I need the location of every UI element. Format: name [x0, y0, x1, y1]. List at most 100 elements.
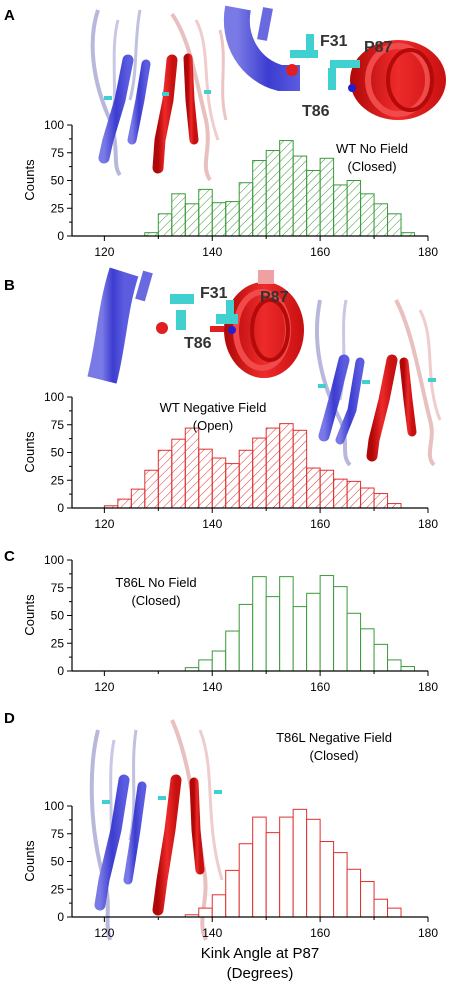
- histogram-bar: [198, 907, 213, 918]
- histogram-bar: [238, 603, 254, 672]
- x-tick-label: 140: [202, 680, 222, 694]
- histogram-bar: [400, 666, 416, 672]
- histogram-bar: [319, 157, 335, 237]
- y-tick-label: 100: [44, 553, 64, 567]
- y-tick-label: 75: [51, 581, 65, 595]
- histogram-bar: [211, 457, 227, 509]
- histogram-bar: [171, 193, 186, 237]
- histogram-panel-d: 0 25 50 75 100 120 140 160 180 Counts T86L Negativ…: [22, 730, 438, 940]
- y-axis-label: Counts: [22, 159, 37, 201]
- histogram-bar: [238, 843, 254, 918]
- histogram-bar: [360, 628, 375, 672]
- histogram-bar: [387, 503, 402, 509]
- histogram-bar: [360, 880, 375, 918]
- histogram-bar: [184, 203, 200, 237]
- chart-annotation: WT No Field: [336, 141, 408, 156]
- x-tick-label: 140: [202, 245, 222, 259]
- histogram-bar: [157, 213, 173, 237]
- histogram-bar: [333, 184, 348, 237]
- y-tick-label: 0: [57, 664, 64, 678]
- y-tick-label: 25: [51, 473, 65, 487]
- histogram-bar: [144, 469, 159, 509]
- histogram-bar: [373, 643, 389, 672]
- histogram-bar: [279, 140, 294, 237]
- histogram-bar: [373, 493, 389, 509]
- histogram-bar: [157, 449, 173, 509]
- y-tick-label: 50: [51, 174, 65, 188]
- histogram-bar: [306, 170, 321, 237]
- residue-label-a-f31: F31: [320, 33, 348, 50]
- histogram-bar: [373, 203, 389, 237]
- y-tick-label: 0: [57, 501, 64, 515]
- panel-letter-a: A: [4, 7, 15, 24]
- histogram-bar: [117, 498, 132, 509]
- histogram-panel-c: 0 25 50 75 100 120 140 160 180 Counts T86L No Fiel…: [22, 553, 438, 694]
- y-tick-label: 50: [51, 609, 65, 623]
- residue-label-b-f31: F31: [200, 285, 228, 302]
- y-tick-label: 0: [57, 229, 64, 243]
- x-tick-label: 160: [310, 680, 330, 694]
- y-axis-label: Counts: [22, 840, 37, 882]
- histogram-bar: [252, 816, 267, 918]
- histogram-bar: [387, 213, 402, 237]
- histogram-bar: [292, 606, 308, 672]
- protein-ribbon-b: [314, 299, 442, 467]
- histogram-bar: [360, 487, 375, 509]
- histogram-bar: [319, 469, 335, 509]
- residue-label-a-t86: T86: [302, 103, 330, 120]
- histogram-bar: [387, 907, 402, 918]
- histogram-bar: [333, 586, 348, 672]
- x-tick-label: 180: [418, 680, 438, 694]
- chart-annotation: WT Negative Field: [160, 400, 267, 415]
- histogram-bar: [360, 193, 375, 237]
- histogram-bar: [184, 427, 200, 509]
- histogram-bar: [292, 808, 308, 918]
- histogram-bar: [198, 188, 213, 237]
- y-tick-label: 100: [44, 799, 64, 813]
- histogram-bar: [211, 650, 227, 672]
- y-tick-label: 50: [51, 446, 65, 460]
- chart-annotation: (Open): [193, 418, 233, 433]
- y-axis-label: Counts: [22, 594, 37, 636]
- histogram-bar: [252, 576, 267, 672]
- x-tick-label: 180: [418, 926, 438, 940]
- histogram-bar: [225, 630, 240, 672]
- x-tick-label: 160: [310, 245, 330, 259]
- histogram-bar: [130, 488, 146, 509]
- zoom-structure-b: [87, 267, 304, 384]
- x-tick-label: 120: [94, 517, 114, 531]
- chart-annotation: T86L No Field: [115, 575, 196, 590]
- histogram-bar: [252, 160, 267, 237]
- histogram-bar: [306, 592, 321, 672]
- histogram-bar: [387, 659, 402, 672]
- panel-letter-b: B: [4, 277, 15, 294]
- histogram-bar: [333, 478, 348, 509]
- residue-label-a-p87: P87: [364, 39, 393, 56]
- histogram-bar: [279, 816, 294, 918]
- y-tick-label: 100: [44, 118, 64, 132]
- chart-annotation: (Closed): [309, 748, 358, 763]
- y-axis-label: Counts: [22, 431, 37, 473]
- x-tick-label: 120: [94, 245, 114, 259]
- histogram-bar: [225, 201, 240, 237]
- histogram-panel-b: 0 25 50 75 100 120 140 160 180 Counts WT Negative …: [22, 390, 438, 531]
- protein-ribbon-a: [90, 9, 228, 182]
- histogram-bar: [211, 202, 227, 237]
- x-tick-label: 180: [418, 517, 438, 531]
- x-tick-label: 180: [418, 245, 438, 259]
- y-tick-label: 25: [51, 882, 65, 896]
- histogram-bar: [171, 438, 186, 509]
- histogram-bar: [198, 659, 213, 672]
- histogram-bar: [265, 427, 281, 509]
- histogram-bar: [279, 576, 294, 672]
- histogram-bar: [265, 832, 281, 918]
- y-tick-label: 75: [51, 418, 65, 432]
- chart-annotation: T86L Negative Field: [276, 730, 392, 745]
- histogram-bar: [319, 841, 335, 918]
- y-tick-label: 100: [44, 390, 64, 404]
- y-tick-label: 75: [51, 827, 65, 841]
- y-tick-label: 0: [57, 910, 64, 924]
- histogram-bar: [279, 423, 294, 509]
- histogram-bar: [252, 437, 267, 509]
